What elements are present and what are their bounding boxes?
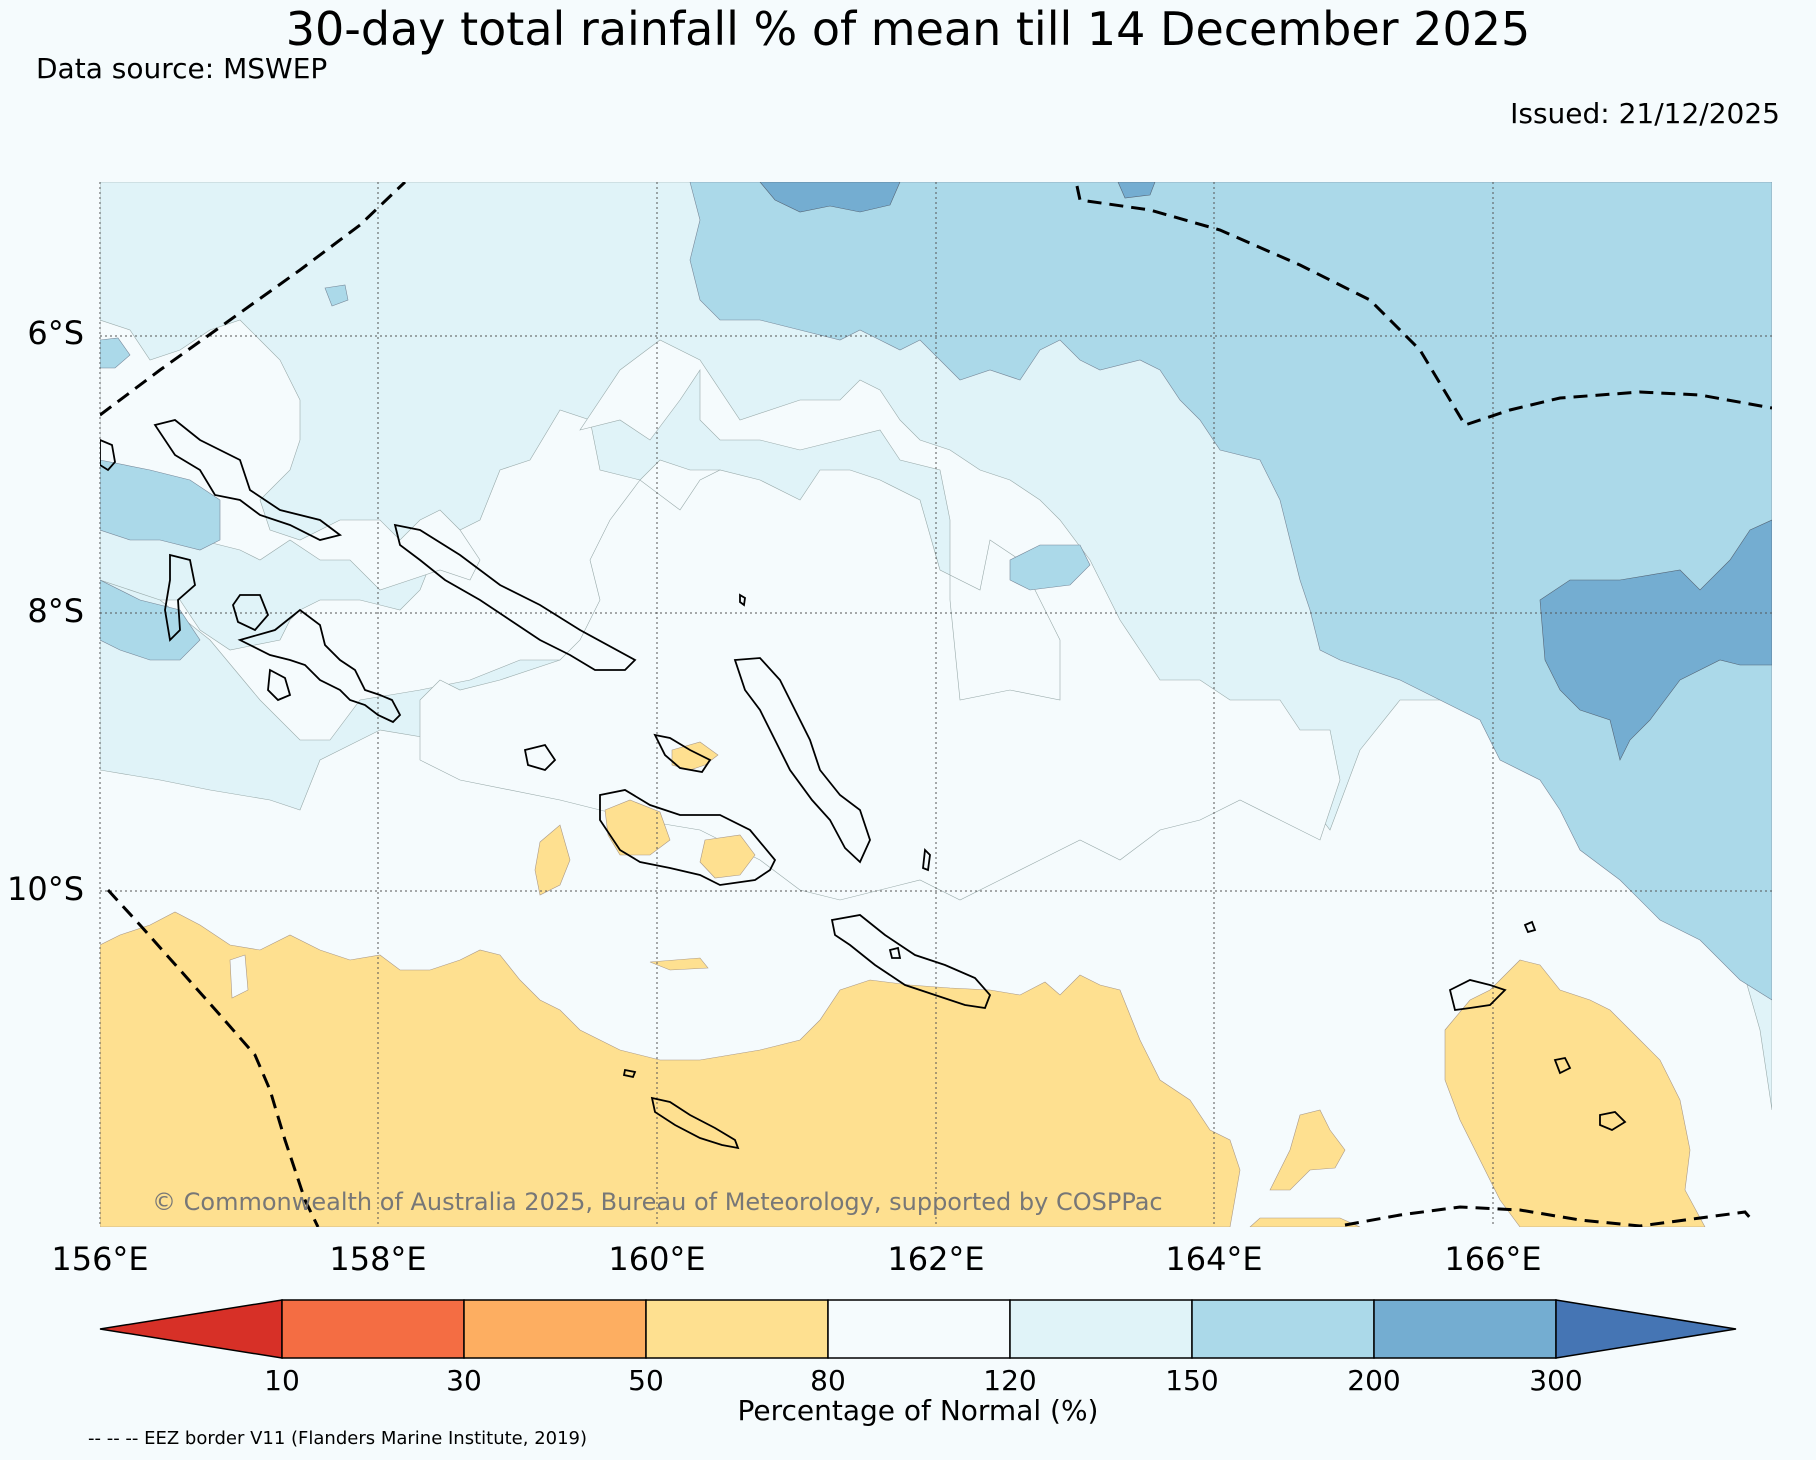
region-200-300-north-2 — [1117, 182, 1156, 199]
island-rendova — [267, 668, 292, 702]
coastlines — [100, 419, 1627, 1150]
colorbar-segment-80-120 — [827, 1299, 1011, 1359]
colorbar-segment-30-50 — [463, 1299, 647, 1359]
region-200-300-north — [759, 182, 901, 213]
region-150-200-patch — [1009, 544, 1091, 591]
island-shortland — [100, 439, 116, 472]
copyright-text: © Commonwealth of Australia 2025, Bureau… — [152, 1188, 1163, 1216]
colorbar-extend-low — [99, 1299, 283, 1359]
region-150-200-west-lower — [100, 579, 201, 661]
region-50-80-patch-5 — [649, 957, 709, 971]
island-vella-lavella — [237, 608, 402, 724]
colorbar-label: Percentage of Normal (%) — [738, 1394, 1099, 1427]
island-sikaiana — [922, 848, 931, 872]
region-50-80-south — [100, 911, 1241, 1227]
colorbar-segment-10-30 — [281, 1299, 465, 1359]
island-small-1 — [622, 1068, 637, 1079]
colorbar-tick-80: 80 — [810, 1364, 846, 1397]
colorbar-tick-150: 150 — [1165, 1364, 1218, 1397]
colorbar: 10 30 50 80 120 150 200 300 Percentage o… — [99, 1299, 1737, 1427]
lon-label-166e: 166°E — [1444, 1240, 1541, 1278]
map-title: 30-day total rainfall % of mean till 14 … — [285, 2, 1531, 56]
colorbar-tick-30: 30 — [446, 1364, 482, 1397]
map-plot-area — [100, 182, 1772, 1227]
island-florida — [653, 733, 712, 773]
eez-borders — [100, 182, 1772, 1227]
region-80-120-hole — [229, 954, 249, 999]
region-80-120-center — [419, 339, 1341, 901]
island-kolombangara — [232, 594, 270, 632]
island-choiseul — [153, 419, 343, 541]
issued-date-label: Issued: 21/12/2025 — [1510, 97, 1780, 130]
island-tikopia — [1599, 1111, 1627, 1132]
region-200-300-east — [1539, 519, 1772, 761]
island-malaita — [733, 657, 871, 864]
island-rennell — [650, 1096, 740, 1150]
colorbar-tick-120: 120 — [983, 1364, 1036, 1397]
region-50-80-patch-4 — [671, 741, 719, 771]
lat-label-6s: 6°S — [27, 314, 84, 352]
island-small-2 — [1523, 920, 1537, 934]
island-russell — [523, 743, 557, 772]
colorbar-tick-50: 50 — [628, 1364, 664, 1397]
colorbar-tick-200: 200 — [1347, 1364, 1400, 1397]
island-small-3 — [888, 946, 902, 959]
region-50-80-patch-7 — [1249, 1217, 1361, 1227]
eez-border-southwest — [106, 888, 320, 1227]
colorbar-segment-200-300 — [1373, 1299, 1557, 1359]
region-150-200-west-band — [100, 459, 221, 551]
eez-footnote: -- -- -- EEZ border V11 (Flanders Marine… — [88, 1428, 588, 1449]
eez-border-northwest — [100, 182, 407, 417]
lon-label-156e: 156°E — [51, 1240, 148, 1278]
longitude-labels: 156°E 158°E 160°E 162°E 164°E 166°E — [51, 1240, 1541, 1278]
region-50-80-patch-2 — [699, 834, 756, 879]
island-ontong — [739, 593, 746, 607]
latitude-labels: 6°S 8°S 10°S — [7, 314, 84, 908]
region-150-200-small-2 — [100, 337, 131, 369]
colorbar-segment-50-80 — [645, 1299, 829, 1359]
colorbar-extend-high — [1555, 1299, 1737, 1359]
island-vanikoro — [1553, 1056, 1572, 1075]
data-source-label: Data source: MSWEP — [36, 52, 328, 85]
colorbar-tick-10: 10 — [264, 1364, 300, 1397]
graticule — [99, 182, 1772, 1227]
colorbar-segment-120-150 — [1009, 1299, 1193, 1359]
region-50-80-east — [1444, 959, 1706, 1227]
lat-label-10s: 10°S — [7, 870, 84, 908]
region-150-200-small-1 — [324, 284, 349, 307]
lon-label-160e: 160°E — [608, 1240, 705, 1278]
region-50-80-patch-3 — [534, 824, 571, 896]
region-150-200-north — [689, 182, 1772, 1001]
lon-label-164e: 164°E — [1165, 1240, 1262, 1278]
eez-border-southeast — [1344, 1205, 1754, 1227]
lat-label-8s: 8°S — [27, 592, 84, 630]
island-santa-isabel — [393, 523, 637, 671]
region-50-80-patch-6 — [1269, 1109, 1346, 1191]
island-makira — [830, 914, 992, 1009]
colorbar-tick-300: 300 — [1529, 1364, 1582, 1397]
island-new-georgia — [164, 553, 196, 642]
colorbar-segment-150-200 — [1191, 1299, 1375, 1359]
lon-label-158e: 158°E — [329, 1240, 426, 1278]
region-50-80-patch-1 — [604, 799, 671, 856]
island-nendo — [1448, 979, 1507, 1011]
lon-label-162e: 162°E — [887, 1240, 984, 1278]
island-guadalcanal — [599, 789, 777, 886]
eez-border-northeast — [1075, 185, 1772, 427]
